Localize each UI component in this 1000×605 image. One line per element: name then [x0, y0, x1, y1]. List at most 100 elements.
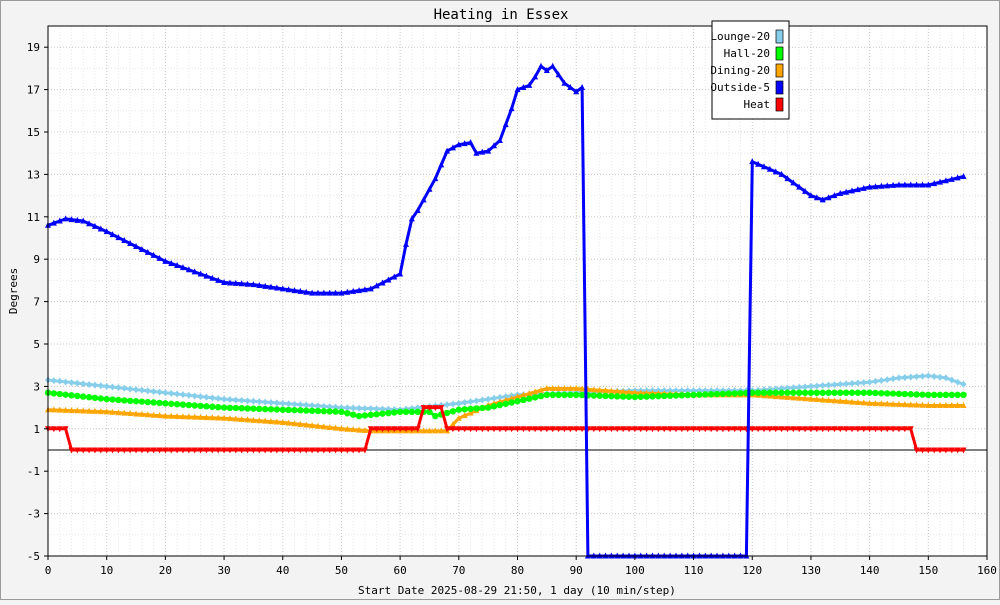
x-tick-label: 140: [860, 564, 880, 577]
data-point-outside-5: [197, 270, 204, 277]
data-point-outside-5: [866, 183, 873, 190]
data-point-lounge-20: [954, 378, 961, 386]
data-point-heat: [672, 426, 679, 433]
data-point-outside-5: [314, 289, 321, 296]
data-point-dining-20: [813, 396, 820, 403]
data-point-heat: [608, 426, 615, 433]
data-point-hall-20: [731, 390, 738, 397]
data-point-dining-20: [162, 412, 169, 419]
data-point-lounge-20: [56, 377, 63, 385]
data-point-heat: [561, 426, 568, 433]
data-point-dining-20: [543, 385, 550, 392]
data-point-heat: [80, 447, 87, 454]
legend-swatch: [775, 46, 784, 61]
data-point-hall-20: [837, 389, 844, 396]
y-tick-label: 9: [33, 253, 40, 266]
data-point-hall-20: [884, 390, 891, 397]
data-point-hall-20: [719, 390, 727, 398]
data-point-hall-20: [197, 402, 204, 410]
data-point-hall-20: [643, 393, 650, 400]
data-point-dining-20: [872, 400, 879, 407]
data-point-outside-5: [397, 270, 404, 277]
data-point-outside-5: [567, 83, 574, 90]
data-point-lounge-20: [138, 386, 145, 394]
data-point-lounge-20: [80, 380, 87, 388]
data-point-hall-20: [842, 389, 850, 396]
data-point-heat: [766, 426, 773, 433]
data-point-outside-5: [831, 192, 838, 199]
data-point-hall-20: [614, 393, 621, 400]
data-point-hall-20: [326, 408, 333, 415]
data-point-lounge-20: [901, 373, 908, 381]
data-point-hall-20: [749, 389, 756, 396]
y-tick-label: 15: [27, 126, 40, 139]
data-point-outside-5: [285, 286, 292, 293]
data-point-heat: [813, 426, 820, 433]
data-point-heat: [479, 426, 486, 433]
data-point-hall-20: [848, 389, 856, 396]
data-point-dining-20: [931, 401, 938, 408]
data-point-lounge-20: [127, 385, 134, 393]
x-tick-label: 130: [801, 564, 821, 577]
data-point-lounge-20: [133, 386, 140, 394]
data-point-lounge-20: [162, 389, 169, 397]
data-point-lounge-20: [285, 400, 292, 408]
data-point-heat: [643, 426, 650, 433]
data-point-hall-20: [303, 407, 310, 414]
data-point-hall-20: [256, 405, 263, 413]
data-point-hall-20: [707, 391, 715, 398]
data-point-dining-20: [356, 426, 363, 433]
data-point-heat: [925, 447, 932, 454]
data-point-heat: [491, 426, 498, 433]
data-point-heat: [449, 426, 456, 433]
data-point-outside-5: [361, 286, 368, 293]
data-point-heat: [350, 447, 357, 454]
y-tick-label: -5: [27, 550, 40, 563]
data-point-outside-5: [942, 177, 949, 184]
data-point-outside-5: [849, 187, 856, 194]
data-point-heat: [103, 447, 110, 454]
data-point-dining-20: [942, 401, 949, 408]
data-point-lounge-20: [356, 404, 363, 412]
data-point-hall-20: [672, 392, 680, 399]
data-point-heat: [373, 426, 380, 433]
data-point-heat: [379, 426, 386, 433]
data-point-hall-20: [461, 406, 468, 413]
data-point-lounge-20: [467, 398, 474, 406]
y-tick-label: 7: [33, 296, 40, 309]
data-point-dining-20: [320, 423, 327, 430]
data-point-hall-20: [426, 408, 433, 416]
data-point-lounge-20: [209, 394, 216, 402]
x-tick-label: 160: [977, 564, 997, 577]
data-point-dining-20: [303, 421, 310, 428]
data-point-outside-5: [50, 219, 57, 226]
chart-title: Heating in Essex: [434, 7, 569, 23]
data-point-hall-20: [68, 392, 75, 399]
data-point-dining-20: [860, 399, 867, 406]
data-point-dining-20: [138, 410, 145, 417]
data-point-lounge-20: [449, 400, 456, 408]
data-point-heat: [937, 447, 944, 454]
data-point-outside-5: [179, 264, 186, 271]
data-point-outside-5: [291, 287, 298, 294]
data-point-hall-20: [80, 393, 87, 400]
data-point-outside-5: [878, 182, 885, 189]
data-point-hall-20: [85, 394, 93, 401]
y-tick-label: 11: [27, 211, 40, 224]
data-point-outside-5: [426, 185, 433, 192]
data-point-outside-5: [74, 216, 81, 223]
data-point-hall-20: [220, 404, 228, 411]
data-point-hall-20: [907, 391, 914, 398]
data-point-hall-20: [168, 400, 175, 407]
data-point-hall-20: [608, 392, 615, 400]
data-point-hall-20: [819, 389, 826, 396]
data-point-heat: [901, 426, 908, 433]
data-point-outside-5: [174, 262, 181, 269]
data-point-heat: [825, 426, 832, 433]
legend-label: Outside-5: [710, 81, 770, 94]
data-point-heat: [708, 426, 715, 433]
data-point-outside-5: [133, 242, 140, 249]
data-point-outside-5: [526, 81, 533, 88]
data-point-heat: [402, 426, 409, 433]
data-point-outside-5: [303, 288, 310, 295]
